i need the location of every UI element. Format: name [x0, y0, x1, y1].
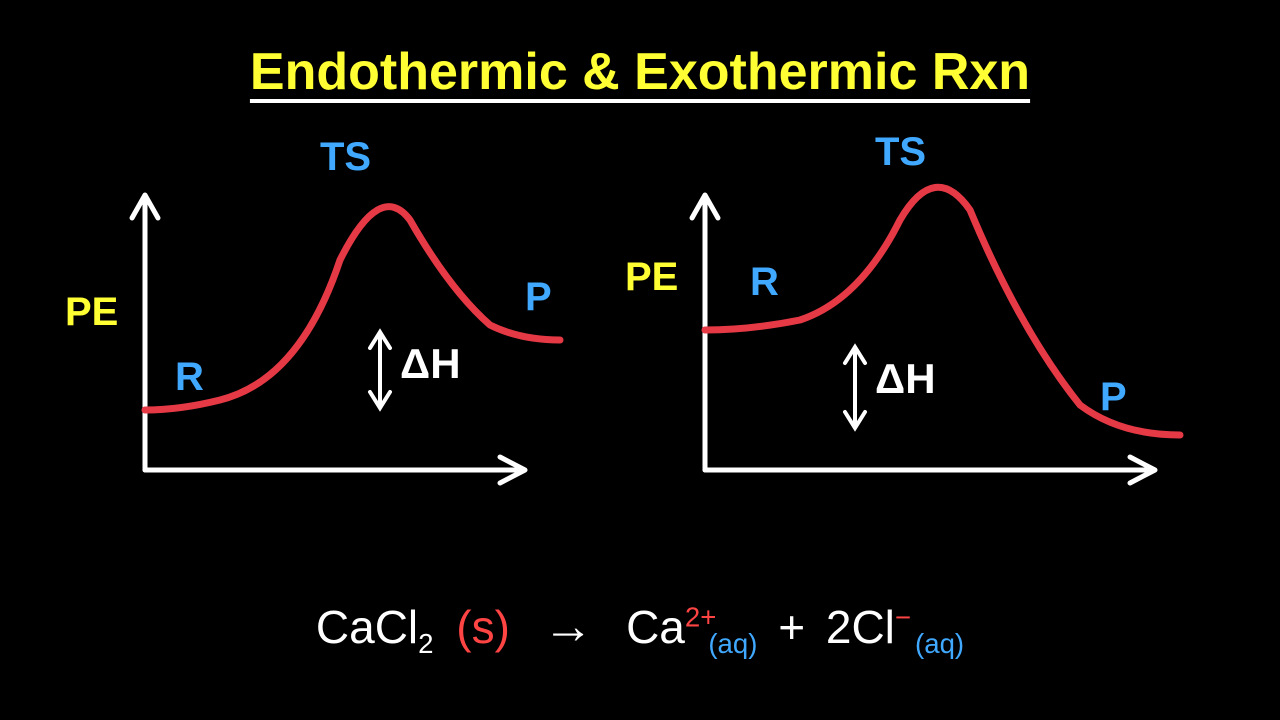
delta-h-label: ΔH: [875, 355, 936, 403]
eq-ca: Ca: [626, 601, 685, 653]
eq-cacl2: CaCl: [316, 601, 418, 653]
eq-aq1: (aq): [708, 628, 757, 659]
eq-state-s: (s): [456, 601, 510, 653]
eq-arrow: →: [543, 597, 594, 654]
eq-aq2: (aq): [915, 628, 964, 659]
exothermic-diagram: PE R TS P ΔH: [680, 160, 1180, 480]
ts-label: TS: [320, 135, 371, 180]
endothermic-diagram: PE R TS P ΔH: [120, 160, 560, 480]
page-title: Endothermic & Exothermic Rxn: [250, 42, 1030, 102]
energy-curve: [145, 207, 560, 410]
ts-label: TS: [875, 130, 926, 175]
p-label: P: [1100, 375, 1127, 420]
eq-sub2: 2: [418, 628, 433, 659]
eq-2cl: 2Cl: [826, 601, 895, 653]
r-label: R: [175, 355, 204, 400]
p-label: P: [525, 275, 552, 320]
delta-h-label: ΔH: [400, 340, 461, 388]
r-label: R: [750, 260, 779, 305]
chemical-equation: CaCl2 (s) → Ca2+(aq) + 2Cl−(aq): [316, 596, 964, 660]
eq-minus: −: [895, 601, 911, 632]
pe-label: PE: [625, 255, 678, 300]
eq-plus: +: [778, 601, 805, 653]
pe-label: PE: [65, 290, 118, 335]
